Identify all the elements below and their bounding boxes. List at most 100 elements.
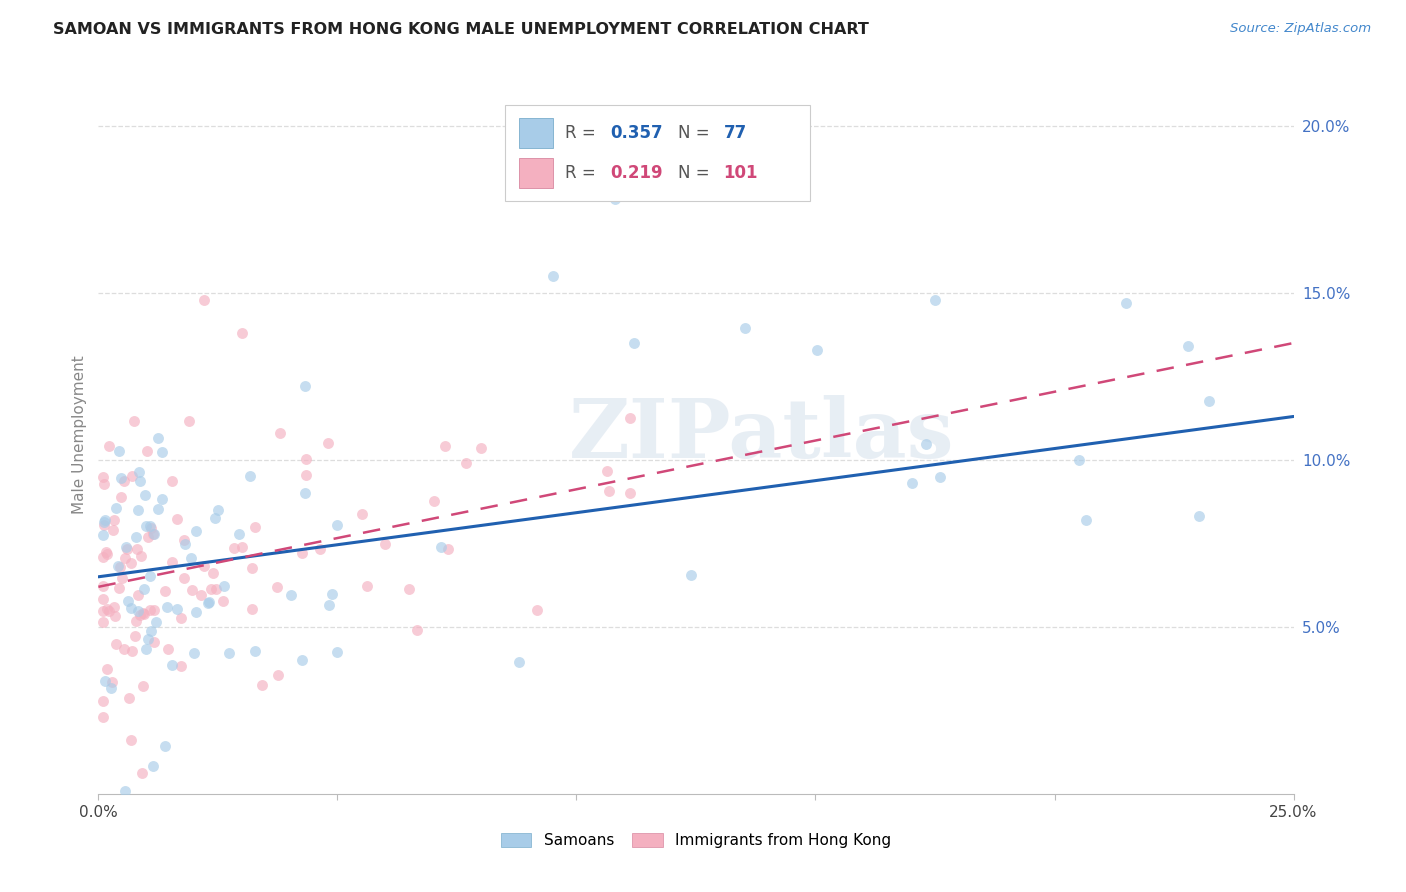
Point: [434, 439, 457, 453]
Point: [240, 561, 263, 575]
Point: [131, 766, 153, 780]
Point: [200, 582, 222, 596]
Point: [117, 594, 139, 608]
Point: [239, 469, 262, 483]
Point: [174, 536, 197, 550]
Point: [470, 442, 492, 456]
Point: [437, 541, 460, 556]
Point: [193, 293, 215, 307]
Point: [94, 673, 117, 688]
Point: [915, 436, 938, 450]
Point: [103, 513, 125, 527]
Point: [136, 444, 159, 458]
Point: [91, 592, 114, 607]
Point: [100, 674, 122, 689]
Point: [430, 541, 453, 555]
Point: [231, 540, 253, 554]
Point: [266, 580, 288, 594]
Point: [603, 193, 626, 207]
Text: N =: N =: [678, 164, 714, 182]
Point: [157, 641, 180, 656]
Point: [91, 550, 114, 565]
Point: [139, 569, 162, 583]
Point: [406, 623, 429, 637]
Point: [1177, 339, 1199, 353]
Point: [91, 615, 114, 629]
Point: [127, 542, 149, 557]
Point: [150, 491, 173, 506]
Point: [295, 468, 318, 483]
Point: [125, 614, 148, 628]
Point: [98, 439, 121, 453]
Point: [142, 527, 165, 541]
Point: [112, 474, 135, 488]
Point: [508, 655, 530, 669]
Point: [103, 599, 125, 614]
Point: [423, 494, 446, 508]
Point: [94, 544, 117, 558]
Point: [136, 632, 159, 646]
Point: [170, 611, 193, 625]
Y-axis label: Male Unemployment: Male Unemployment: [72, 356, 87, 514]
Point: [924, 293, 946, 307]
Point: [96, 662, 118, 676]
Point: [153, 739, 176, 753]
Point: [595, 464, 617, 478]
Point: [180, 551, 202, 566]
Point: [184, 605, 207, 619]
Bar: [519, 158, 553, 188]
Point: [104, 501, 127, 516]
Point: [108, 581, 131, 595]
Point: [267, 667, 290, 681]
Point: [180, 583, 202, 598]
Text: 0.357: 0.357: [610, 124, 662, 142]
Point: [198, 594, 221, 608]
Point: [143, 527, 166, 541]
Point: [110, 490, 132, 504]
Point: [160, 658, 183, 673]
Point: [114, 642, 136, 657]
Point: [91, 709, 114, 723]
Point: [156, 599, 179, 614]
Point: [101, 523, 124, 537]
Point: [91, 694, 114, 708]
Text: SAMOAN VS IMMIGRANTS FROM HONG KONG MALE UNEMPLOYMENT CORRELATION CHART: SAMOAN VS IMMIGRANTS FROM HONG KONG MALE…: [53, 22, 869, 37]
Point: [124, 629, 146, 643]
Point: [115, 540, 138, 554]
Point: [240, 601, 263, 615]
Text: 0.219: 0.219: [610, 164, 662, 182]
Point: [142, 759, 165, 773]
Point: [107, 558, 129, 573]
Point: [128, 465, 150, 479]
Point: [1115, 296, 1137, 310]
Point: [120, 601, 142, 615]
Point: [93, 515, 115, 529]
Point: [186, 524, 208, 538]
Point: [901, 476, 924, 491]
Point: [121, 644, 143, 658]
Point: [356, 579, 378, 593]
Point: [598, 484, 620, 499]
Point: [1067, 453, 1090, 467]
Text: N =: N =: [678, 124, 714, 142]
Text: R =: R =: [565, 164, 600, 182]
Point: [97, 604, 120, 618]
Point: [114, 783, 136, 797]
Point: [619, 410, 641, 425]
Point: [326, 517, 349, 532]
Point: [623, 336, 645, 351]
Point: [93, 476, 115, 491]
Point: [541, 269, 564, 284]
Point: [136, 530, 159, 544]
Point: [129, 608, 152, 623]
Point: [110, 559, 132, 574]
Point: [222, 541, 245, 555]
Point: [398, 582, 420, 597]
Point: [295, 452, 318, 467]
Point: [128, 474, 150, 488]
Bar: [519, 118, 553, 148]
Point: [679, 568, 702, 582]
Point: [1198, 394, 1220, 409]
Point: [148, 502, 170, 516]
Point: [91, 470, 114, 484]
